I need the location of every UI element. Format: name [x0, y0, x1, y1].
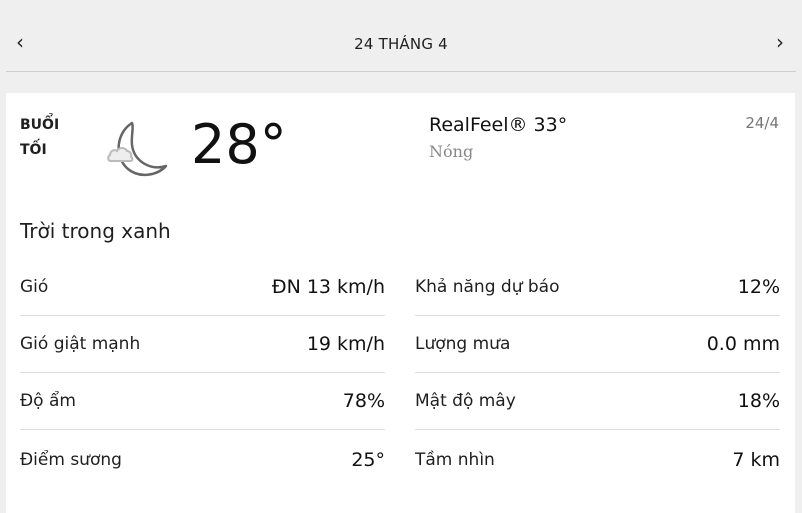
- detail-value: 19 km/h: [306, 333, 385, 355]
- date-label: 24/4: [745, 114, 779, 132]
- detail-row: Độ ẩm 78%: [20, 373, 385, 430]
- realfeel-phrase: Nóng: [429, 142, 474, 161]
- detail-row: Mật độ mây 18%: [415, 373, 780, 430]
- detail-label: Mật độ mây: [415, 391, 516, 411]
- detail-value: 7 km: [732, 448, 780, 471]
- detail-label: Lượng mưa: [415, 334, 511, 354]
- temperature: 28°: [191, 113, 287, 176]
- date-navigation: ‹ 24 THÁNG 4 ›: [0, 0, 802, 72]
- period-line-2: TỐI: [20, 142, 47, 158]
- detail-label: Điểm sương: [20, 449, 122, 470]
- detail-label: Gió: [20, 277, 49, 297]
- detail-label: Độ ẩm: [20, 391, 76, 411]
- detail-row: Điểm sương 25°: [20, 431, 385, 488]
- detail-row: Lượng mưa 0.0 mm: [415, 316, 780, 373]
- period-label: BUỔI TỐI: [20, 113, 59, 163]
- detail-row: Tầm nhìn 7 km: [415, 431, 780, 488]
- detail-value: 0.0 mm: [706, 333, 780, 355]
- detail-label: Khả năng dự báo: [415, 277, 560, 297]
- detail-row: Gió ĐN 13 km/h: [20, 259, 385, 316]
- date-title: 24 THÁNG 4: [354, 35, 448, 53]
- moon-cloud-icon: [107, 121, 168, 177]
- realfeel: RealFeel® 33°: [429, 114, 568, 136]
- divider: [6, 71, 796, 72]
- detail-label: Tầm nhìn: [415, 449, 495, 470]
- detail-value: 78%: [342, 390, 385, 412]
- period-line-1: BUỔI: [20, 117, 60, 133]
- chevron-left-icon[interactable]: ‹: [16, 30, 24, 54]
- detail-value: 25°: [351, 448, 385, 471]
- forecast-card: BUỔI TỐI 28° RealFeel® 33° Nóng 24/4 Trờ…: [6, 93, 795, 513]
- detail-row: Khả năng dự báo 12%: [415, 259, 780, 316]
- detail-label: Gió giật mạnh: [20, 334, 141, 354]
- chevron-right-icon[interactable]: ›: [776, 30, 784, 54]
- detail-value: 18%: [737, 390, 780, 412]
- detail-row: Gió giật mạnh 19 km/h: [20, 316, 385, 373]
- detail-value: 12%: [737, 276, 780, 298]
- detail-value: ĐN 13 km/h: [271, 276, 385, 298]
- condition: Trời trong xanh: [20, 219, 171, 243]
